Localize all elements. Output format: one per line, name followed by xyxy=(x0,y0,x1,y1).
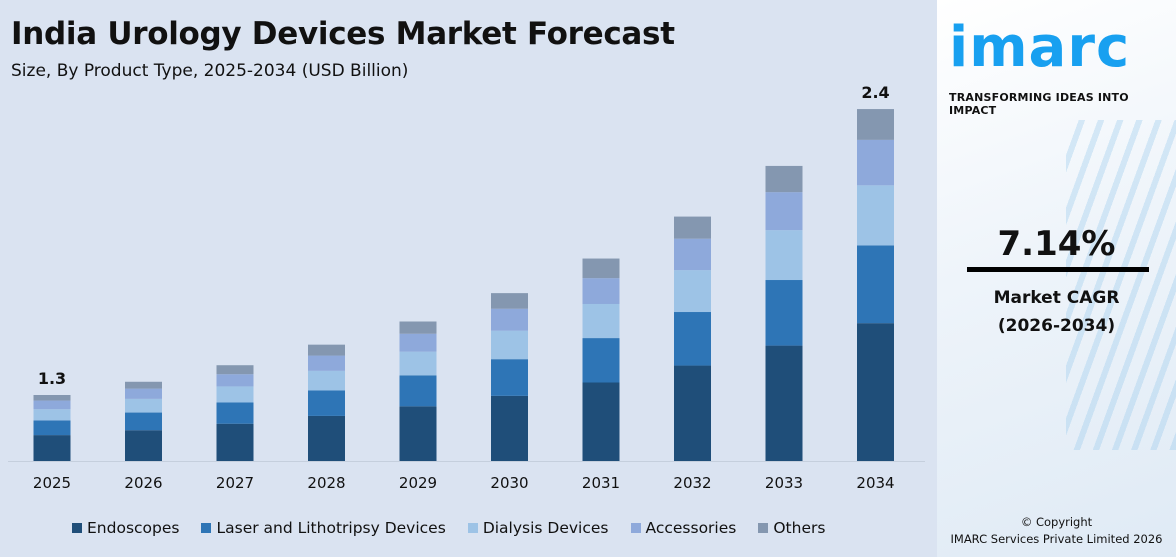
bar-segment-endoscopes-2025 xyxy=(33,435,71,461)
bar-segment-accessories-2034 xyxy=(857,139,894,186)
bar-segment-accessories-2027 xyxy=(216,374,254,387)
bar-segment-dialysis-devices-2031 xyxy=(582,303,620,339)
legend-item: Endoscopes xyxy=(72,519,179,537)
bar-segment-accessories-2026 xyxy=(125,388,162,399)
bar-segment-others-2028 xyxy=(308,344,345,356)
bar-segment-dialysis-devices-2027 xyxy=(216,386,254,403)
copyright-line2: IMARC Services Private Limited 2026 xyxy=(950,532,1163,546)
bar-segment-laser-and-lithotripsy-devices-2034 xyxy=(857,245,894,324)
bar-segment-others-2029 xyxy=(399,321,437,334)
copyright: © Copyright IMARC Services Private Limit… xyxy=(937,514,1176,548)
x-tick-label: 2027 xyxy=(216,474,254,492)
bar-segment-laser-and-lithotripsy-devices-2028 xyxy=(308,390,345,416)
bar-segment-laser-and-lithotripsy-devices-2030 xyxy=(491,359,528,396)
legend-swatch xyxy=(72,523,82,533)
bar-segment-laser-and-lithotripsy-devices-2032 xyxy=(674,312,711,366)
x-tick-label: 2026 xyxy=(124,474,162,492)
x-tick-label: 2030 xyxy=(490,474,528,492)
data-label: 1.3 xyxy=(38,369,66,388)
legend: Endoscopes Laser and Lithotripsy Devices D… xyxy=(72,519,847,537)
bar-segment-others-2025 xyxy=(33,395,71,401)
bar-segment-endoscopes-2032 xyxy=(674,365,711,461)
bar-segment-laser-and-lithotripsy-devices-2033 xyxy=(765,280,803,346)
brand-tagline: TRANSFORMING IDEAS INTO IMPACT xyxy=(949,91,1129,117)
copyright-line1: © Copyright xyxy=(1020,515,1093,529)
bar-segment-dialysis-devices-2026 xyxy=(125,398,162,413)
bar-segment-dialysis-devices-2034 xyxy=(857,185,894,246)
legend-swatch xyxy=(630,523,641,533)
bar-segment-laser-and-lithotripsy-devices-2027 xyxy=(216,402,254,424)
bar-segment-dialysis-devices-2028 xyxy=(308,370,345,391)
bar-segment-others-2027 xyxy=(216,365,254,375)
bar-segment-others-2026 xyxy=(125,381,162,389)
bar-segment-accessories-2031 xyxy=(582,278,620,304)
bar-segment-dialysis-devices-2030 xyxy=(491,330,528,360)
chart-subtitle: Size, By Product Type, 2025-2034 (USD Bi… xyxy=(11,61,409,81)
x-tick-label: 2028 xyxy=(307,474,345,492)
bar-segment-dialysis-devices-2029 xyxy=(399,351,437,376)
bar-segment-accessories-2025 xyxy=(33,400,71,410)
bar-segment-laser-and-lithotripsy-devices-2031 xyxy=(582,338,620,383)
cagr-label-text: Market CAGR xyxy=(993,288,1120,308)
bar-segment-dialysis-devices-2032 xyxy=(674,270,711,313)
bar-segment-endoscopes-2026 xyxy=(125,430,162,461)
bar-segment-others-2034 xyxy=(857,109,894,140)
legend-label: Endoscopes xyxy=(87,519,180,537)
x-tick-label: 2031 xyxy=(582,474,620,492)
bar-segment-accessories-2029 xyxy=(399,333,437,352)
bar-segment-endoscopes-2031 xyxy=(582,382,620,461)
legend-swatch xyxy=(758,523,769,533)
legend-label: Dialysis Devices xyxy=(482,519,609,537)
legend-item: Dialysis Devices xyxy=(467,519,609,537)
cagr-value: 7.14% xyxy=(997,224,1116,264)
cagr-period: (2026-2034) xyxy=(997,316,1116,336)
side-panel: imarc TRANSFORMING IDEAS INTO IMPACT 7.1… xyxy=(937,0,1176,557)
bar-segment-endoscopes-2033 xyxy=(765,345,803,461)
bar-segment-laser-and-lithotripsy-devices-2025 xyxy=(33,420,71,436)
stacked-bar-chart: 2025 1.3 2026 2027 2028 2029 2030 2031 2032 2033 2… xyxy=(8,83,925,492)
x-tick-label: 2029 xyxy=(399,474,437,492)
legend-label: Accessories xyxy=(645,519,737,537)
bar-segment-others-2030 xyxy=(491,293,528,309)
bar-segment-accessories-2033 xyxy=(765,192,803,231)
bar-segment-laser-and-lithotripsy-devices-2029 xyxy=(399,375,437,407)
legend-item: Laser and Lithotripsy Devices xyxy=(201,519,446,537)
bar-segment-accessories-2032 xyxy=(674,238,711,271)
bar-segment-endoscopes-2029 xyxy=(399,406,437,461)
x-tick-label: 2034 xyxy=(856,474,894,492)
x-tick-label: 2032 xyxy=(673,474,711,492)
bar-segment-accessories-2030 xyxy=(491,308,528,331)
legend-item: Others xyxy=(758,519,825,537)
legend-swatch xyxy=(467,523,478,533)
imarc-logo: imarc xyxy=(949,15,1131,80)
cagr-label: Market CAGR (2026-2034) xyxy=(937,284,1176,340)
legend-item: Accessories xyxy=(630,519,737,537)
bar-segment-dialysis-devices-2033 xyxy=(765,230,803,281)
bar-segment-others-2033 xyxy=(765,165,803,193)
bar-segment-others-2032 xyxy=(674,216,711,239)
chart-title: India Urology Devices Market Forecast xyxy=(11,16,675,52)
bar-segment-dialysis-devices-2025 xyxy=(33,409,71,421)
bar-segment-endoscopes-2027 xyxy=(216,423,254,461)
cagr-divider xyxy=(967,267,1149,272)
bar-segment-endoscopes-2034 xyxy=(857,323,894,461)
data-label: 2.4 xyxy=(861,83,889,102)
x-tick-label: 2033 xyxy=(765,474,803,492)
bar-segment-accessories-2028 xyxy=(308,355,345,371)
x-tick-label: 2025 xyxy=(33,474,71,492)
bar-segment-laser-and-lithotripsy-devices-2026 xyxy=(125,412,162,431)
legend-swatch xyxy=(201,523,212,533)
legend-label: Laser and Lithotripsy Devices xyxy=(216,519,446,537)
bar-segment-endoscopes-2030 xyxy=(491,395,528,461)
background-graphic xyxy=(1066,120,1176,450)
bar-segment-others-2031 xyxy=(582,258,620,279)
bar-segment-endoscopes-2028 xyxy=(308,415,345,461)
legend-label: Others xyxy=(773,519,826,537)
